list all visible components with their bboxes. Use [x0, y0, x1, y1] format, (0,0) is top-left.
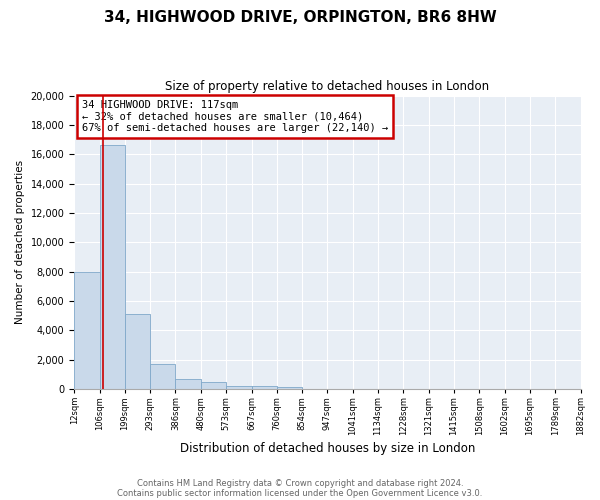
- Text: Contains public sector information licensed under the Open Government Licence v3: Contains public sector information licen…: [118, 488, 482, 498]
- Text: Contains HM Land Registry data © Crown copyright and database right 2024.: Contains HM Land Registry data © Crown c…: [137, 478, 463, 488]
- Bar: [201, 382, 226, 389]
- Bar: [125, 314, 150, 389]
- Bar: [277, 387, 302, 389]
- X-axis label: Distribution of detached houses by size in London: Distribution of detached houses by size …: [179, 442, 475, 455]
- Bar: [100, 146, 125, 389]
- Bar: [74, 272, 100, 389]
- Text: 34, HIGHWOOD DRIVE, ORPINGTON, BR6 8HW: 34, HIGHWOOD DRIVE, ORPINGTON, BR6 8HW: [104, 10, 496, 25]
- Bar: [251, 386, 277, 389]
- Bar: [175, 380, 201, 389]
- Title: Size of property relative to detached houses in London: Size of property relative to detached ho…: [165, 80, 490, 93]
- Text: 34 HIGHWOOD DRIVE: 117sqm
← 32% of detached houses are smaller (10,464)
67% of s: 34 HIGHWOOD DRIVE: 117sqm ← 32% of detac…: [82, 100, 388, 133]
- Bar: [150, 364, 175, 389]
- Y-axis label: Number of detached properties: Number of detached properties: [15, 160, 25, 324]
- Bar: [226, 386, 251, 389]
